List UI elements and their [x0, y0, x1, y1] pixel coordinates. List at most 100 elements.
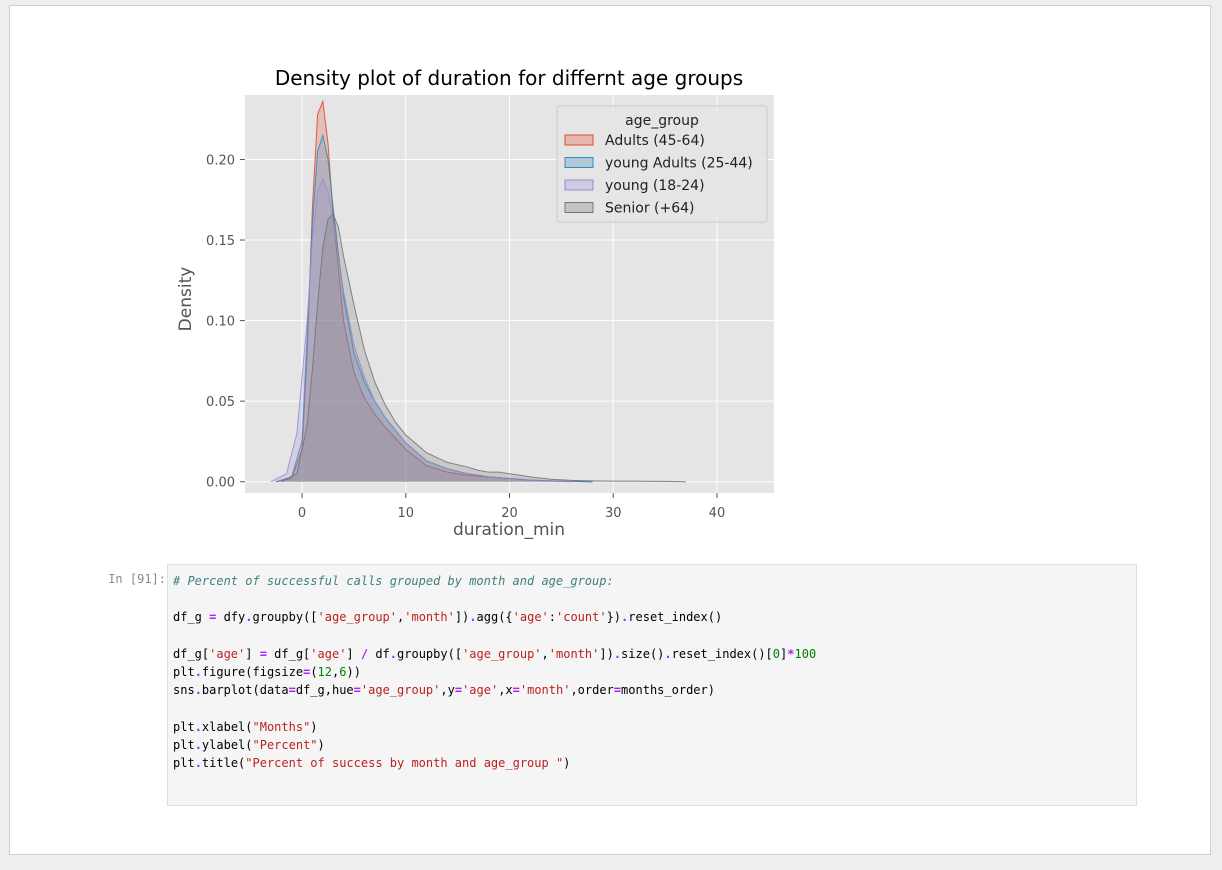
code-token: df_g[ — [173, 646, 210, 661]
code-token: ] — [245, 646, 260, 661]
code-token: ylabel( — [201, 737, 253, 752]
code-token: , — [541, 646, 549, 661]
code-token: = — [353, 683, 361, 698]
code-token: . — [613, 646, 622, 661]
code-token: # Percent of successful calls grouped by… — [173, 574, 614, 588]
code-token: 'age_group' — [317, 610, 398, 625]
code-token: = — [613, 683, 622, 698]
code-token: * — [787, 646, 795, 661]
code-token: = — [303, 664, 311, 679]
code-token: groupby([ — [397, 646, 463, 661]
code-line: plt.figure(figsize=(12,6)) — [173, 663, 1136, 681]
code-token: df — [368, 646, 390, 661]
code-token: ) — [317, 737, 325, 752]
code-token: barplot(data — [201, 683, 289, 698]
y-tick-label: 0.00 — [206, 476, 235, 491]
code-token: = — [454, 683, 463, 698]
code-token: agg({ — [476, 610, 513, 625]
code-token: . — [664, 646, 672, 661]
code-token: ,y — [440, 683, 455, 698]
code-token: = — [209, 610, 217, 625]
legend-title: age_group — [625, 113, 699, 129]
code-token: }) — [606, 610, 622, 625]
code-token: "Percent" — [252, 737, 318, 752]
code-token: / — [360, 646, 369, 661]
code-line: # Percent of successful calls grouped by… — [173, 572, 1136, 590]
density-area-series-2 — [270, 178, 572, 482]
density-area-series-3 — [281, 214, 686, 482]
code-token: = — [288, 683, 296, 698]
legend-swatch — [564, 157, 594, 168]
code-line: df_g['age'] = df_g['age'] / df.groupby([… — [173, 645, 1136, 663]
code-token: 'age_group' — [462, 646, 542, 661]
code-token: groupby([ — [252, 610, 318, 625]
legend-entry-label: young (18-24) — [605, 178, 705, 194]
legend-swatch — [564, 202, 594, 213]
chart-legend: age_group Adults (45-64) young Adults (25-… — [556, 105, 768, 223]
y-tick-label: 0.15 — [206, 234, 235, 249]
cell-prompt: In [91]: — [108, 572, 166, 586]
code-token: plt — [173, 755, 195, 770]
code-token: ,order — [570, 683, 614, 698]
code-token: sns — [173, 683, 195, 698]
code-token: ) — [563, 755, 571, 770]
code-token: . — [194, 683, 202, 698]
chart-title: Density plot of duration for differnt ag… — [275, 66, 743, 90]
legend-entry-label: Senior (+64) — [605, 201, 695, 217]
code-token: : — [548, 610, 556, 625]
code-line: plt.title("Percent of success by month a… — [173, 754, 1136, 772]
code-token: ]) — [599, 646, 614, 661]
code-token: reset_index()[ — [671, 646, 773, 661]
code-token: plt — [173, 664, 195, 679]
y-tick-label: 0.20 — [206, 153, 235, 168]
code-token: . — [621, 610, 629, 625]
x-tick-label: 10 — [398, 506, 415, 521]
code-token: 12 — [317, 664, 332, 679]
code-token: size() — [621, 646, 665, 661]
legend-swatch — [564, 179, 594, 191]
code-token: . — [389, 646, 398, 661]
code-token: 'age_group' — [360, 683, 441, 698]
code-token: ( — [310, 664, 318, 679]
code-token: 'month' — [519, 683, 571, 698]
code-token: xlabel( — [201, 719, 253, 734]
code-line: df_g = dfy.groupby(['age_group','month']… — [173, 608, 1136, 626]
density-chart: 0 10 20 30 40 0.00 0.05 0.10 0.15 0.20 Density pl… — [176, 66, 774, 540]
code-token: = — [512, 683, 520, 698]
density-line-series-2 — [270, 177, 572, 483]
code-token: "Percent of success by month and age_gro… — [245, 755, 564, 770]
code-token: . — [469, 610, 477, 625]
code-token: )) — [346, 664, 361, 679]
y-tick-label: 0.10 — [206, 315, 235, 330]
code-token: . — [194, 737, 202, 752]
code-token: 'count' — [556, 610, 607, 625]
code-token: . — [194, 755, 202, 770]
code-token: 6 — [339, 664, 347, 679]
code-line: plt.ylabel("Percent") — [173, 736, 1136, 754]
legend-box — [556, 105, 768, 223]
code-token: figure(figsize — [201, 664, 304, 679]
code-token: 'month' — [548, 646, 600, 661]
code-token: plt — [173, 719, 195, 734]
code-token: . — [245, 610, 253, 625]
x-tick-label: 30 — [605, 506, 622, 521]
y-axis-label: Density — [176, 267, 196, 332]
code-cell-editor[interactable]: # Percent of successful calls grouped by… — [167, 564, 1137, 806]
legend-swatch — [564, 134, 594, 146]
code-token: 'age' — [310, 646, 347, 661]
code-token: = — [259, 646, 267, 661]
code-token: months_order) — [621, 683, 715, 698]
code-token: ]) — [454, 610, 470, 625]
code-token: dfy — [216, 610, 246, 625]
code-token: 'month' — [404, 610, 455, 625]
cell-output: 0 10 20 30 40 0.00 0.05 0.10 0.15 0.20 Density pl… — [160, 6, 800, 562]
code-token: , — [397, 610, 405, 625]
code-token: ] — [346, 646, 361, 661]
density-line-series-3 — [281, 213, 686, 483]
code-token: . — [194, 719, 202, 734]
density-area-series-0 — [276, 101, 593, 482]
code-token: . — [194, 664, 202, 679]
x-tick-label: 0 — [298, 506, 306, 521]
x-tick-label: 20 — [501, 506, 518, 521]
code-token: 'age' — [209, 646, 246, 661]
